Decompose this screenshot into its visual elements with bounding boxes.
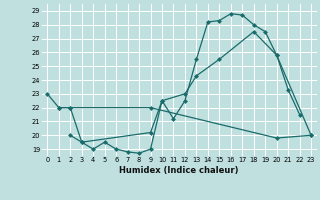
- X-axis label: Humidex (Indice chaleur): Humidex (Indice chaleur): [119, 166, 239, 175]
